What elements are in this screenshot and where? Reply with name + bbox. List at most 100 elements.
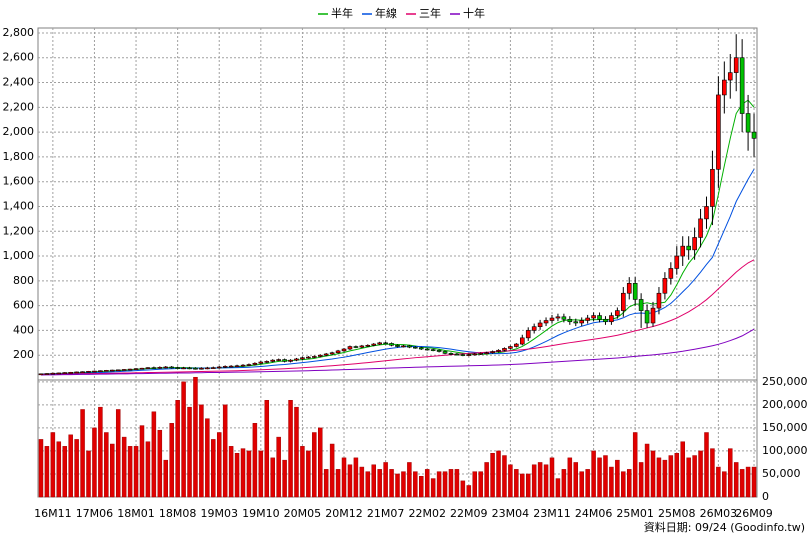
volume-bar — [490, 452, 495, 498]
candle-body — [490, 351, 495, 354]
candle-body — [335, 350, 341, 354]
candle-body — [383, 342, 388, 345]
candle-body — [739, 57, 745, 114]
volume-bar — [514, 469, 519, 498]
volume-bar — [323, 469, 329, 498]
candle-body — [727, 72, 733, 81]
candle-body — [210, 367, 216, 369]
candle-body — [638, 299, 644, 311]
candle-body — [621, 292, 626, 311]
volume-bar — [62, 446, 67, 498]
candle-body — [169, 366, 174, 369]
y-tick-label: 200 — [13, 348, 34, 361]
y-tick-label: 2,400 — [3, 76, 35, 89]
volume-bar — [216, 432, 222, 498]
x-tick-label: 22M09 — [450, 507, 488, 520]
candle-body — [121, 369, 127, 371]
y-tick-label: 2,200 — [3, 100, 35, 113]
volume-bar — [341, 457, 347, 498]
candle-body — [704, 206, 709, 220]
y-tick-label: 2,000 — [3, 125, 35, 138]
legend-label: 半年 — [331, 6, 353, 20]
y2-tick-label: 100,000 — [762, 444, 808, 457]
candle-body — [139, 367, 145, 370]
volume-bar — [365, 471, 371, 498]
candle-body — [751, 131, 757, 139]
ma-line — [40, 328, 755, 376]
candle-body — [632, 283, 638, 300]
candle-body — [38, 373, 44, 376]
candle-body — [86, 371, 91, 373]
candle-body — [531, 326, 537, 331]
candle-body — [353, 346, 359, 348]
legend-label: 十年 — [463, 6, 485, 20]
volume-bar — [454, 469, 460, 498]
candle-body — [276, 359, 281, 361]
volume-bar — [306, 450, 311, 498]
volume-bar — [478, 471, 483, 498]
volume-bar — [68, 434, 73, 498]
volume-bar — [656, 457, 662, 498]
volume-bar — [383, 462, 388, 498]
volume-bar — [38, 439, 44, 498]
candle-body — [240, 364, 246, 367]
candle-body — [472, 353, 478, 356]
candle-body — [615, 310, 620, 316]
candle-body — [424, 348, 430, 351]
candle-body — [567, 318, 573, 323]
candle-body — [294, 358, 299, 361]
volume-bar — [151, 411, 157, 498]
volume-bar — [270, 457, 275, 498]
volume-bar — [74, 439, 79, 498]
candle-body — [92, 370, 97, 373]
volume-bar — [288, 400, 293, 498]
candle-body — [193, 367, 198, 370]
volume-bar — [621, 471, 626, 498]
volume-bar — [127, 446, 133, 498]
volume-bar — [44, 446, 50, 498]
candle-body — [484, 352, 489, 355]
volume-bar — [157, 429, 163, 498]
volume-bar — [50, 432, 56, 498]
candle-body — [341, 348, 347, 352]
candle-body — [317, 354, 323, 357]
x-tick-label: 19M10 — [242, 507, 280, 520]
volume-bar — [258, 450, 264, 498]
volume-bar — [276, 436, 281, 498]
volume-bar — [728, 448, 733, 498]
volume-bar — [567, 457, 573, 498]
candle-body — [543, 320, 549, 324]
volume-bar — [300, 446, 305, 498]
candle-body — [460, 354, 466, 356]
candle-body — [650, 307, 656, 324]
x-tick-label: 21M07 — [367, 507, 405, 520]
volume-bar — [745, 466, 751, 498]
candle-body — [407, 345, 412, 348]
y2-tick-label: 250,000 — [762, 375, 808, 388]
y-tick-label: 1,800 — [3, 150, 35, 163]
volume-bar — [234, 452, 240, 498]
candle-body — [448, 353, 454, 355]
volume-bar — [371, 464, 376, 498]
volume-bar — [240, 448, 246, 498]
x-tick-label: 26M09 — [735, 507, 773, 520]
volume-bar — [282, 459, 287, 498]
volume-bar — [502, 455, 507, 498]
candle-body — [395, 344, 400, 347]
y-tick-label: 2,800 — [3, 26, 35, 39]
candle-body — [626, 283, 632, 294]
volume-bar — [377, 469, 382, 498]
y-tick-label: 1,200 — [3, 224, 35, 237]
volume-bar — [121, 436, 127, 498]
candle-body — [62, 372, 68, 374]
volume-bar — [98, 406, 103, 498]
volume-bar — [401, 471, 406, 498]
y-tick-label: 1,600 — [3, 175, 35, 188]
candle-body — [549, 317, 555, 321]
candle-body — [389, 343, 394, 346]
candle-body — [329, 352, 335, 355]
candle-body — [175, 367, 180, 369]
x-tick-label: 22M02 — [408, 507, 446, 520]
volume-bar — [537, 462, 543, 498]
